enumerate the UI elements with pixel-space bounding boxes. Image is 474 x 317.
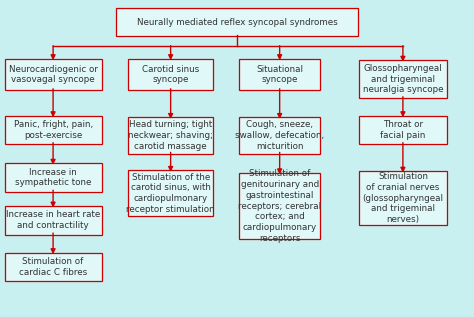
Text: Panic, fright, pain,
post-exercise: Panic, fright, pain, post-exercise bbox=[14, 120, 92, 140]
Text: Increase in heart rate
and contractility: Increase in heart rate and contractility bbox=[6, 210, 100, 230]
FancyBboxPatch shape bbox=[128, 171, 213, 216]
Text: Stimulation of
cardiac C fibres: Stimulation of cardiac C fibres bbox=[19, 257, 87, 277]
Text: Stimulation of the
carotid sinus, with
cardiopulmonary
receptor stimulation: Stimulation of the carotid sinus, with c… bbox=[127, 173, 215, 214]
Text: Glossopharyngeal
and trigeminal
neuralgia syncope: Glossopharyngeal and trigeminal neuralgi… bbox=[363, 64, 443, 94]
Text: Increase in
sympathetic tone: Increase in sympathetic tone bbox=[15, 168, 91, 187]
Text: Head turning; tight
neckwear; shaving;
carotid massage: Head turning; tight neckwear; shaving; c… bbox=[128, 120, 213, 151]
FancyBboxPatch shape bbox=[116, 8, 358, 36]
FancyBboxPatch shape bbox=[4, 253, 102, 281]
Text: Stimulation of
genitourinary and
gastrointestinal
receptors; cerebral
cortex; an: Stimulation of genitourinary and gastroi… bbox=[238, 169, 321, 243]
Text: Carotid sinus
syncope: Carotid sinus syncope bbox=[142, 65, 199, 84]
FancyBboxPatch shape bbox=[4, 206, 102, 235]
Text: Stimulation
of cranial nerves
(glossopharyngeal
and trigeminal
nerves): Stimulation of cranial nerves (glossopha… bbox=[363, 172, 443, 224]
FancyBboxPatch shape bbox=[4, 163, 102, 192]
Text: Neurally mediated reflex syncopal syndromes: Neurally mediated reflex syncopal syndro… bbox=[137, 18, 337, 27]
Text: Cough, sneeze,
swallow, defecation,
micturition: Cough, sneeze, swallow, defecation, mict… bbox=[235, 120, 324, 151]
FancyBboxPatch shape bbox=[359, 171, 447, 225]
FancyBboxPatch shape bbox=[128, 59, 213, 90]
FancyBboxPatch shape bbox=[239, 118, 320, 154]
FancyBboxPatch shape bbox=[239, 173, 320, 239]
FancyBboxPatch shape bbox=[128, 118, 213, 154]
Text: Neurocardiogenic or
vasovagal syncope: Neurocardiogenic or vasovagal syncope bbox=[9, 65, 98, 84]
FancyBboxPatch shape bbox=[239, 59, 320, 90]
FancyBboxPatch shape bbox=[4, 116, 102, 144]
FancyBboxPatch shape bbox=[359, 60, 447, 98]
FancyBboxPatch shape bbox=[4, 59, 102, 90]
Text: Throat or
facial pain: Throat or facial pain bbox=[380, 120, 426, 140]
Text: Situational
syncope: Situational syncope bbox=[256, 65, 303, 84]
FancyBboxPatch shape bbox=[359, 116, 447, 144]
